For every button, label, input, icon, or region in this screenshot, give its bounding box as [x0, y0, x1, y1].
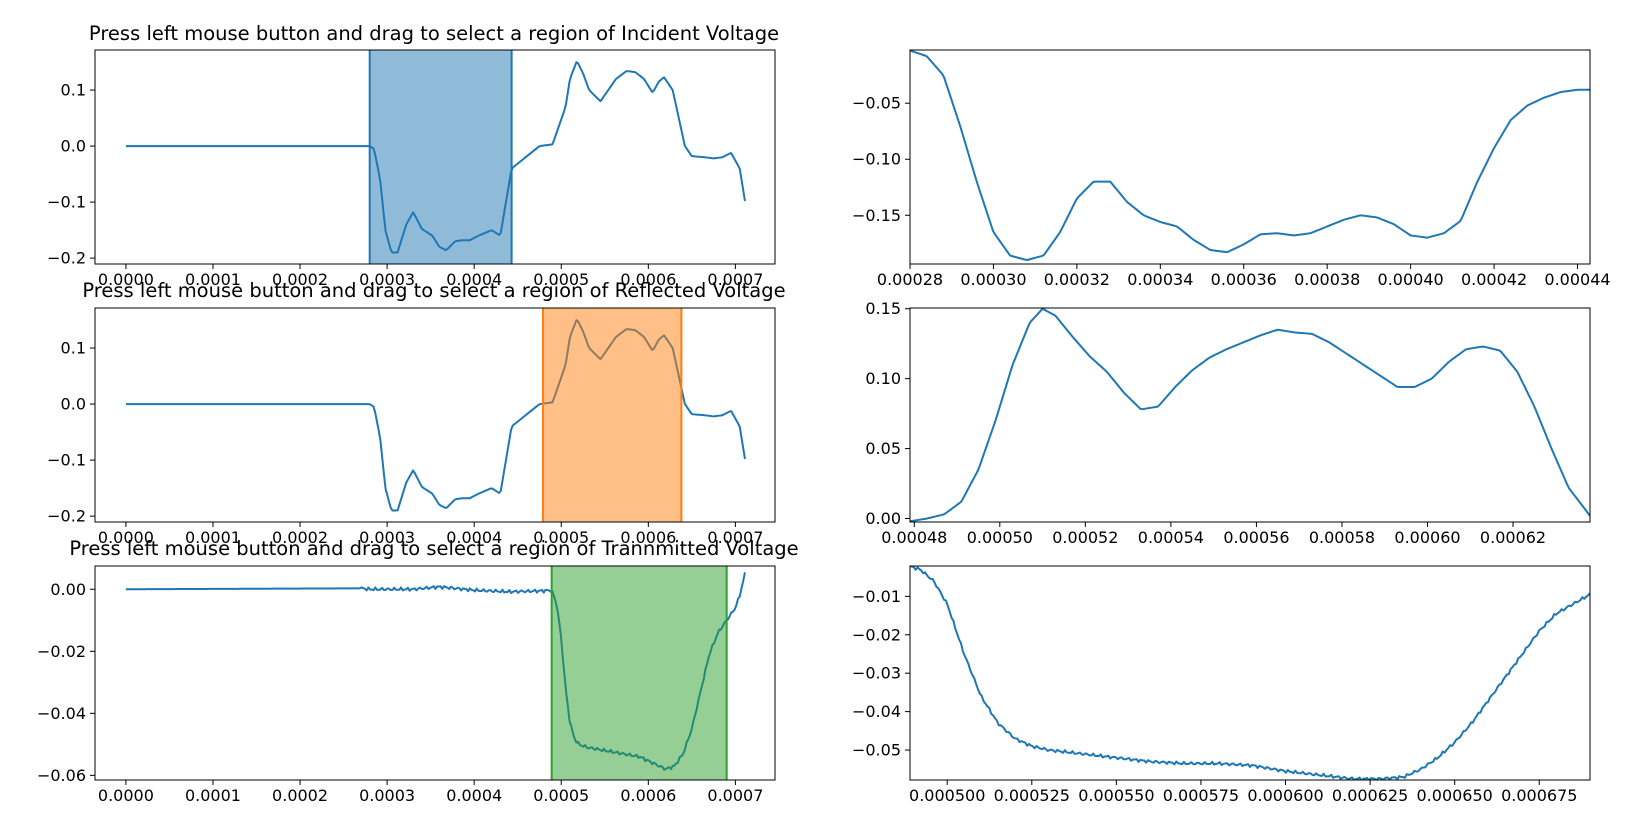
reflected-zoom-xtick-label: 0.00058: [1309, 528, 1375, 547]
transmitted-zoom-series-line: [910, 566, 1590, 780]
incident-zoom-xtick-label: 0.00044: [1544, 270, 1610, 289]
reflected-zoom-series-line: [910, 308, 1590, 522]
reflected-zoom-axes-frame: [909, 307, 1591, 523]
incident-zoom-xtick-label: 0.00032: [1044, 270, 1110, 289]
reflected-zoom-xtick-label: 0.00050: [967, 528, 1033, 547]
reflected-full-xtick-label: 0.0007: [707, 528, 763, 547]
incident-zoom-xtick-label: 0.00034: [1127, 270, 1193, 289]
reflected-full-xtick-label: 0.0000: [98, 528, 154, 547]
incident-full-xtick-label: 0.0004: [446, 270, 502, 289]
incident-zoom-series-line: [910, 50, 1590, 261]
incident-zoom-ytick-label: −0.10: [852, 150, 901, 169]
incident-full-ytick-label: −0.2: [47, 249, 86, 268]
incident-full-xtick-label: 0.0002: [272, 270, 328, 289]
incident-zoom-xtick-label: 0.00040: [1378, 270, 1444, 289]
reflected-full-xtick-label: 0.0004: [446, 528, 502, 547]
transmitted-title: Press left mouse button and drag to sele…: [69, 537, 798, 560]
transmitted-full-xtick-label: 0.0005: [533, 786, 589, 805]
incident-full-xtick-label: 0.0000: [98, 270, 154, 289]
reflected-zoom-xtick-label: 0.00060: [1394, 528, 1460, 547]
reflected-full-ytick-label: 0.0: [61, 395, 86, 414]
transmitted-zoom-ytick-label: −0.03: [852, 664, 901, 683]
transmitted-full-xtick-label: 0.0004: [446, 786, 502, 805]
reflected-full-xtick-label: 0.0006: [620, 528, 676, 547]
reflected-full-xtick-label: 0.0002: [272, 528, 328, 547]
transmitted-zoom-xtick-label: 0.000550: [1078, 786, 1154, 805]
reflected-full-axes-frame: [94, 307, 776, 523]
transmitted-zoom-xtick-label: 0.000650: [1417, 786, 1493, 805]
transmitted-full-xtick-label: 0.0001: [185, 786, 241, 805]
reflected-full-xtick-label: 0.0003: [359, 528, 415, 547]
incident-title: Press left mouse button and drag to sele…: [89, 22, 779, 45]
transmitted-full-ytick-label: −0.04: [37, 704, 86, 723]
reflected-zoom-plot: 0.00048 0.00050 0.00052 0.00054 0.00056 0.000…: [865, 299, 1591, 547]
reflected-full-ytick-label: −0.1: [47, 451, 86, 470]
reflected-zoom-xtick-label: 0.00048: [881, 528, 947, 547]
reflected-zoom-xtick-label: 0.00056: [1223, 528, 1289, 547]
incident-full-xtick-label: 0.0003: [359, 270, 415, 289]
transmitted-full-ytick-label: −0.02: [37, 642, 86, 661]
incident-full-selection-span[interactable]: [369, 50, 512, 264]
reflected-title: Press left mouse button and drag to sele…: [82, 279, 785, 302]
reflected-zoom-xtick-label: 0.00054: [1138, 528, 1204, 547]
reflected-zoom-ytick-label: 0.00: [865, 509, 901, 528]
incident-full-ytick-label: 0.0: [61, 137, 86, 156]
transmitted-full-plot[interactable]: 0.0000 0.0001 0.0002 0.0003 0.0004 0.0005 0.00…: [37, 537, 799, 805]
transmitted-zoom-xtick-label: 0.000575: [1163, 786, 1239, 805]
reflected-full-ytick-label: −0.2: [47, 507, 86, 526]
incident-full-xtick-label: 0.0001: [185, 270, 241, 289]
reflected-zoom-ytick-label: 0.10: [865, 369, 901, 388]
incident-zoom-xtick-label: 0.00036: [1211, 270, 1277, 289]
incident-zoom-xtick-label: 0.00038: [1294, 270, 1360, 289]
transmitted-full-xtick-label: 0.0003: [359, 786, 415, 805]
incident-zoom-ytick-label: −0.05: [852, 94, 901, 113]
transmitted-full-ytick-label: 0.00: [50, 580, 86, 599]
transmitted-full-xtick-label: 0.0000: [98, 786, 154, 805]
transmitted-zoom-xtick-label: 0.000675: [1501, 786, 1577, 805]
transmitted-zoom-ytick-label: −0.05: [852, 741, 901, 760]
reflected-full-xtick-label: 0.0005: [533, 528, 589, 547]
incident-zoom-axes-frame: [909, 49, 1591, 265]
incident-zoom-plot: 0.00028 0.00030 0.00032 0.00034 0.00036 0.000…: [852, 49, 1611, 289]
reflected-full-plot[interactable]: 0.0000 0.0001 0.0002 0.0003 0.0004 0.0005 0.00…: [47, 279, 785, 547]
transmitted-full-xtick-label: 0.0007: [707, 786, 763, 805]
reflected-zoom-ytick-label: 0.05: [865, 439, 901, 458]
transmitted-zoom-xtick-label: 0.000500: [909, 786, 985, 805]
reflected-full-ytick-label: 0.1: [61, 339, 86, 358]
transmitted-zoom-xtick-label: 0.000525: [994, 786, 1070, 805]
transmitted-full-xtick-label: 0.0002: [272, 786, 328, 805]
reflected-zoom-xtick-label: 0.00052: [1052, 528, 1118, 547]
incident-zoom-xtick-label: 0.00042: [1461, 270, 1527, 289]
reflected-full-selection-span[interactable]: [542, 308, 682, 522]
transmitted-zoom-ytick-label: −0.01: [852, 587, 901, 606]
transmitted-zoom-xtick-label: 0.000600: [1247, 786, 1323, 805]
incident-full-ytick-label: 0.1: [61, 81, 86, 100]
incident-full-xtick-label: 0.0006: [620, 270, 676, 289]
incident-zoom-xtick-label: 0.00030: [960, 270, 1026, 289]
transmitted-full-xtick-label: 0.0006: [620, 786, 676, 805]
reflected-zoom-xtick-label: 0.00062: [1480, 528, 1546, 547]
incident-full-xtick-label: 0.0007: [707, 270, 763, 289]
transmitted-full-selection-span[interactable]: [551, 566, 727, 780]
incident-full-axes-frame: [94, 49, 776, 265]
transmitted-zoom-plot: 0.000500 0.000525 0.000550 0.000575 0.000600…: [852, 565, 1591, 805]
transmitted-full-axes-frame: [94, 565, 776, 781]
transmitted-full-ytick-label: −0.06: [37, 766, 86, 785]
transmitted-zoom-ytick-label: −0.04: [852, 702, 901, 721]
reflected-full-xtick-label: 0.0001: [185, 528, 241, 547]
incident-full-plot[interactable]: 0.0000 0.0001 0.0002 0.0003 0.0004 0.0005 0.00…: [47, 22, 779, 289]
incident-zoom-xtick-label: 0.00028: [877, 270, 943, 289]
incident-full-ytick-label: −0.1: [47, 193, 86, 212]
transmitted-zoom-xtick-label: 0.000625: [1332, 786, 1408, 805]
transmitted-zoom-ytick-label: −0.02: [852, 625, 901, 644]
incident-full-xtick-label: 0.0005: [533, 270, 589, 289]
reflected-zoom-ytick-label: 0.15: [865, 299, 901, 318]
incident-zoom-ytick-label: −0.15: [852, 206, 901, 225]
